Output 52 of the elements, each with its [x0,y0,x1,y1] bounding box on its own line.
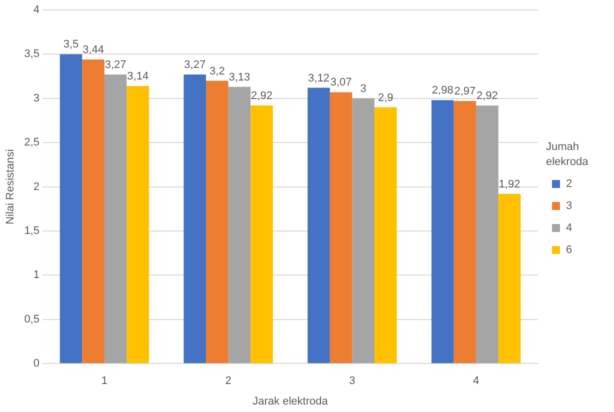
bar [352,98,374,364]
y-tick-label: 2,5 [24,136,40,149]
bar [60,54,82,364]
x-tick-label: 3 [349,375,356,388]
bar [374,107,397,364]
bar [82,60,104,364]
bar [104,74,127,364]
bar [206,80,228,364]
bar [184,74,206,364]
data-label: 3,5 [63,38,79,51]
data-label: 3,27 [104,59,126,72]
data-label: 3,12 [308,72,330,84]
legend-label: 4 [566,222,572,234]
data-label: 3,14 [127,70,149,83]
bar [476,105,498,364]
y-axis-title: Nilai Resistansi [4,149,17,224]
bar [454,101,476,364]
y-tick-label: 4 [33,4,40,16]
y-tick-label: 3 [33,92,40,104]
bar [498,194,521,364]
data-label: 1,92 [498,178,520,190]
x-axis-title: Jarak elektroda [252,395,329,408]
bar [228,86,251,364]
data-label: 3,44 [82,44,104,56]
y-tick-label: 1,5 [24,225,40,238]
legend-label: 2 [566,178,572,190]
data-label: 2,98 [432,84,454,97]
data-label: 2,92 [476,90,498,102]
y-tick-label: 0 [33,358,40,370]
bar [431,100,454,364]
bar [250,105,273,364]
bar [308,88,330,364]
legend-label: 3 [566,200,572,212]
legend-label: 6 [566,244,572,256]
x-tick-label: 2 [225,375,232,388]
legend-title: Jumah elekroda [546,140,590,170]
data-label: 2,92 [251,90,272,102]
y-tick-label: 1 [33,269,40,282]
bar [126,86,150,364]
data-label: 3,13 [228,71,250,84]
x-tick-label: 1 [101,375,108,388]
y-tick-label: 2 [33,180,40,193]
y-tick-label: 3,5 [24,48,40,60]
data-label: 3,07 [330,76,352,89]
data-label: 3,27 [184,59,206,72]
data-label: 2,97 [454,86,476,98]
data-label: 3,2 [210,65,225,78]
bar [330,92,352,364]
y-tick-label: 0,5 [24,313,40,326]
data-label: 2,9 [378,92,394,104]
x-tick-label: 4 [473,375,480,388]
data-label: 3 [360,82,366,95]
